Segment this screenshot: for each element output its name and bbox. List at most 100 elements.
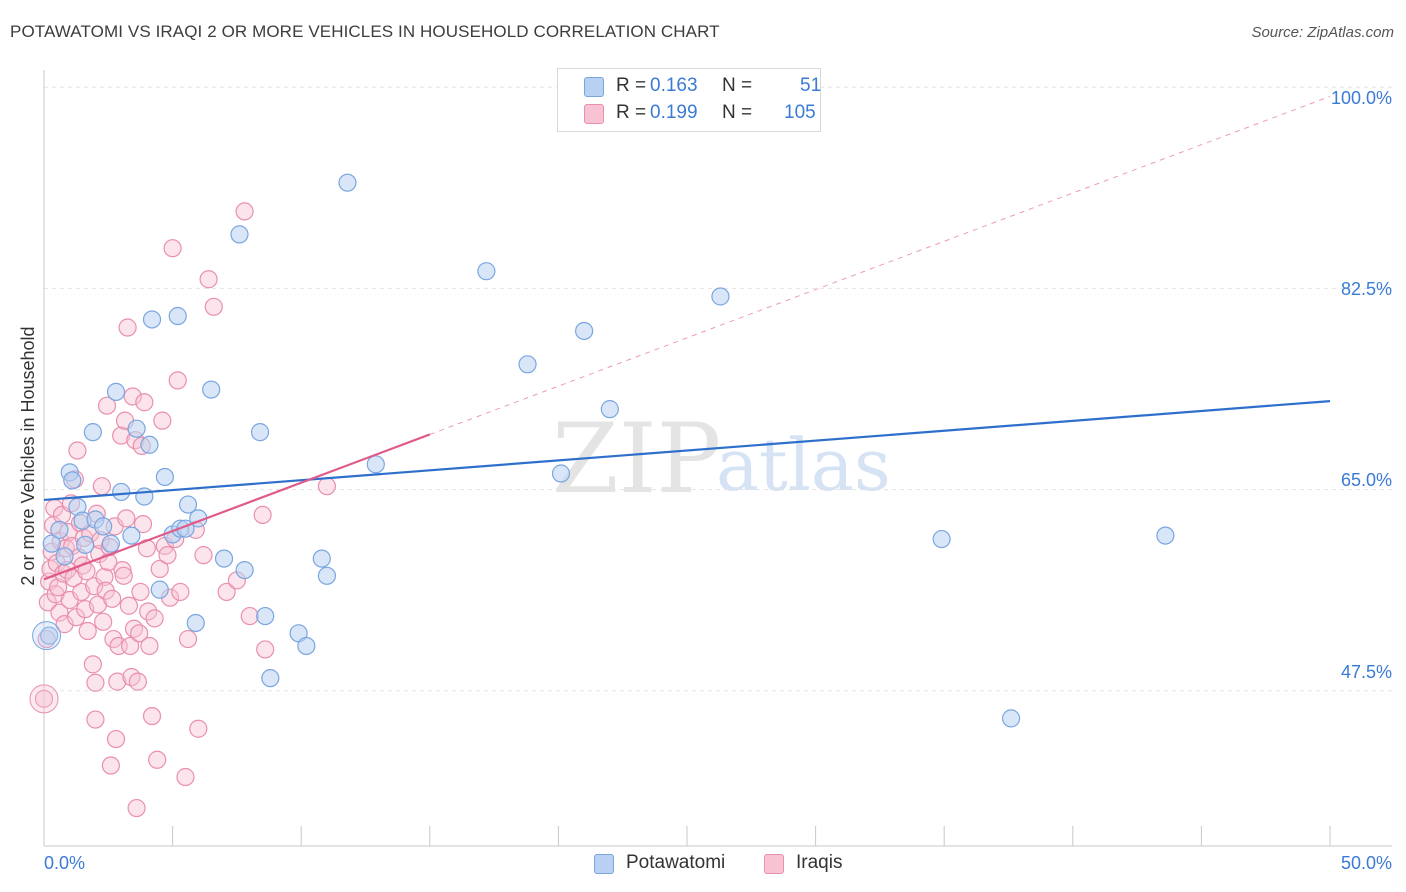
chart-title: POTAWATOMI VS IRAQI 2 OR MORE VEHICLES I… — [10, 22, 720, 41]
data-point-iraqis — [176, 767, 195, 787]
data-point-iraqis — [34, 689, 54, 708]
data-point-potawatomi — [551, 464, 571, 483]
data-point-iraqis — [199, 270, 218, 289]
data-point-iraqis — [253, 505, 272, 525]
data-point-potawatomi — [178, 495, 198, 514]
data-point-potawatomi — [250, 423, 270, 442]
bottom-legend-swatch-potawatomi — [594, 854, 614, 874]
data-point-iraqis — [29, 684, 59, 714]
data-point-potawatomi — [76, 535, 95, 554]
data-point-potawatomi — [122, 526, 141, 545]
data-point-potawatomi — [55, 547, 74, 566]
y-tick-label-82-5: 82.5% — [1341, 279, 1392, 299]
trend-line-iraqis — [43, 433, 431, 581]
data-point-potawatomi — [142, 310, 162, 329]
bottom-legend-label-potawatomi: Potawatomi — [626, 852, 726, 873]
data-point-potawatomi — [83, 423, 102, 442]
data-point-potawatomi — [1001, 709, 1021, 728]
data-point-iraqis — [135, 393, 154, 412]
x-tick-label-max: 50.0% — [1341, 853, 1392, 873]
data-point-iraqis — [148, 750, 167, 769]
data-point-potawatomi — [63, 471, 82, 490]
bottom-legend-label-iraqis: Iraqis — [796, 852, 843, 873]
legend-n-value: 51 — [800, 75, 822, 96]
data-point-iraqis — [108, 672, 127, 691]
data-point-iraqis — [133, 515, 153, 534]
data-point-iraqis — [94, 612, 113, 631]
data-point-iraqis — [130, 624, 149, 643]
data-point-iraqis — [50, 603, 69, 622]
data-point-iraqis — [92, 477, 111, 496]
data-point-potawatomi — [256, 606, 275, 626]
data-point-iraqis — [139, 602, 158, 621]
data-point-iraqis — [49, 578, 68, 597]
data-point-potawatomi — [338, 173, 357, 192]
data-point-potawatomi — [1156, 526, 1175, 545]
legend-n-label: N = — [722, 75, 753, 96]
data-point-iraqis — [123, 387, 142, 406]
data-point-iraqis — [103, 589, 122, 608]
legend-r-value: 0.163 — [650, 75, 698, 96]
data-point-potawatomi — [477, 262, 496, 281]
trend-lines — [43, 399, 1331, 581]
data-point-iraqis — [158, 546, 177, 565]
data-point-iraqis — [127, 798, 146, 818]
y-tick-label-65: 65.0% — [1341, 470, 1392, 490]
data-point-iraqis — [117, 509, 136, 528]
data-point-potawatomi — [312, 549, 331, 568]
data-point-potawatomi — [366, 455, 385, 474]
data-point-potawatomi — [127, 419, 146, 438]
legend-swatch-potawatomi — [584, 77, 604, 97]
data-point-iraqis — [106, 729, 126, 749]
data-point-iraqis — [235, 202, 254, 221]
data-point-iraqis — [240, 606, 259, 626]
data-point-iraqis — [131, 582, 150, 602]
data-point-iraqis — [317, 477, 337, 496]
y-axis-title: 2 or more Vehicles in Household — [18, 326, 38, 585]
chart-source: Source: ZipAtlas.com — [1251, 24, 1394, 41]
data-point-iraqis — [118, 318, 137, 337]
y-tick-label-47-5: 47.5% — [1341, 662, 1392, 682]
series-potawatomi — [32, 173, 1175, 728]
data-point-iraqis — [85, 577, 104, 596]
data-point-potawatomi — [202, 380, 221, 399]
legend-n-label: N = — [722, 102, 753, 123]
data-point-potawatomi — [317, 566, 337, 585]
data-point-potawatomi — [106, 382, 126, 401]
data-point-potawatomi — [186, 613, 205, 633]
data-point-potawatomi — [135, 487, 154, 506]
data-point-iraqis — [153, 411, 172, 430]
data-point-potawatomi — [101, 534, 120, 553]
data-point-potawatomi — [575, 321, 594, 341]
data-point-potawatomi — [155, 467, 174, 487]
data-point-iraqis — [114, 566, 133, 585]
data-point-potawatomi — [932, 529, 951, 549]
legend-swatch-iraqis — [584, 104, 604, 124]
data-point-iraqis — [83, 655, 102, 674]
data-point-iraqis — [128, 672, 147, 691]
data-point-iraqis — [168, 371, 187, 390]
data-point-iraqis — [150, 559, 169, 579]
legend-r-value: 0.199 — [650, 102, 698, 123]
tick-labels: 0.0% 50.0% 47.5% 65.0% 82.5% 100.0% — [44, 88, 1392, 873]
trend-lines-extended — [429, 95, 1331, 435]
data-point-iraqis — [189, 719, 208, 738]
data-point-iraqis — [145, 609, 164, 628]
data-point-iraqis — [86, 673, 105, 692]
data-point-iraqis — [194, 546, 213, 565]
data-point-iraqis — [163, 239, 182, 258]
data-point-iraqis — [140, 636, 159, 656]
trend-line-potawatomi — [43, 399, 1331, 502]
data-point-potawatomi — [112, 482, 131, 502]
data-point-iraqis — [204, 297, 223, 316]
watermark-atlas: atlas — [716, 423, 891, 507]
gridlines — [44, 86, 1392, 692]
bottom-legend-swatch-iraqis — [764, 854, 784, 874]
data-point-iraqis — [97, 396, 117, 415]
x-tick-label-min: 0.0% — [44, 853, 85, 873]
stats-legend: R = 0.163 N = 51 R = 0.199 N = 105 — [557, 68, 821, 132]
data-point-potawatomi — [42, 534, 61, 553]
data-point-potawatomi — [518, 355, 537, 374]
data-point-iraqis — [78, 621, 97, 641]
